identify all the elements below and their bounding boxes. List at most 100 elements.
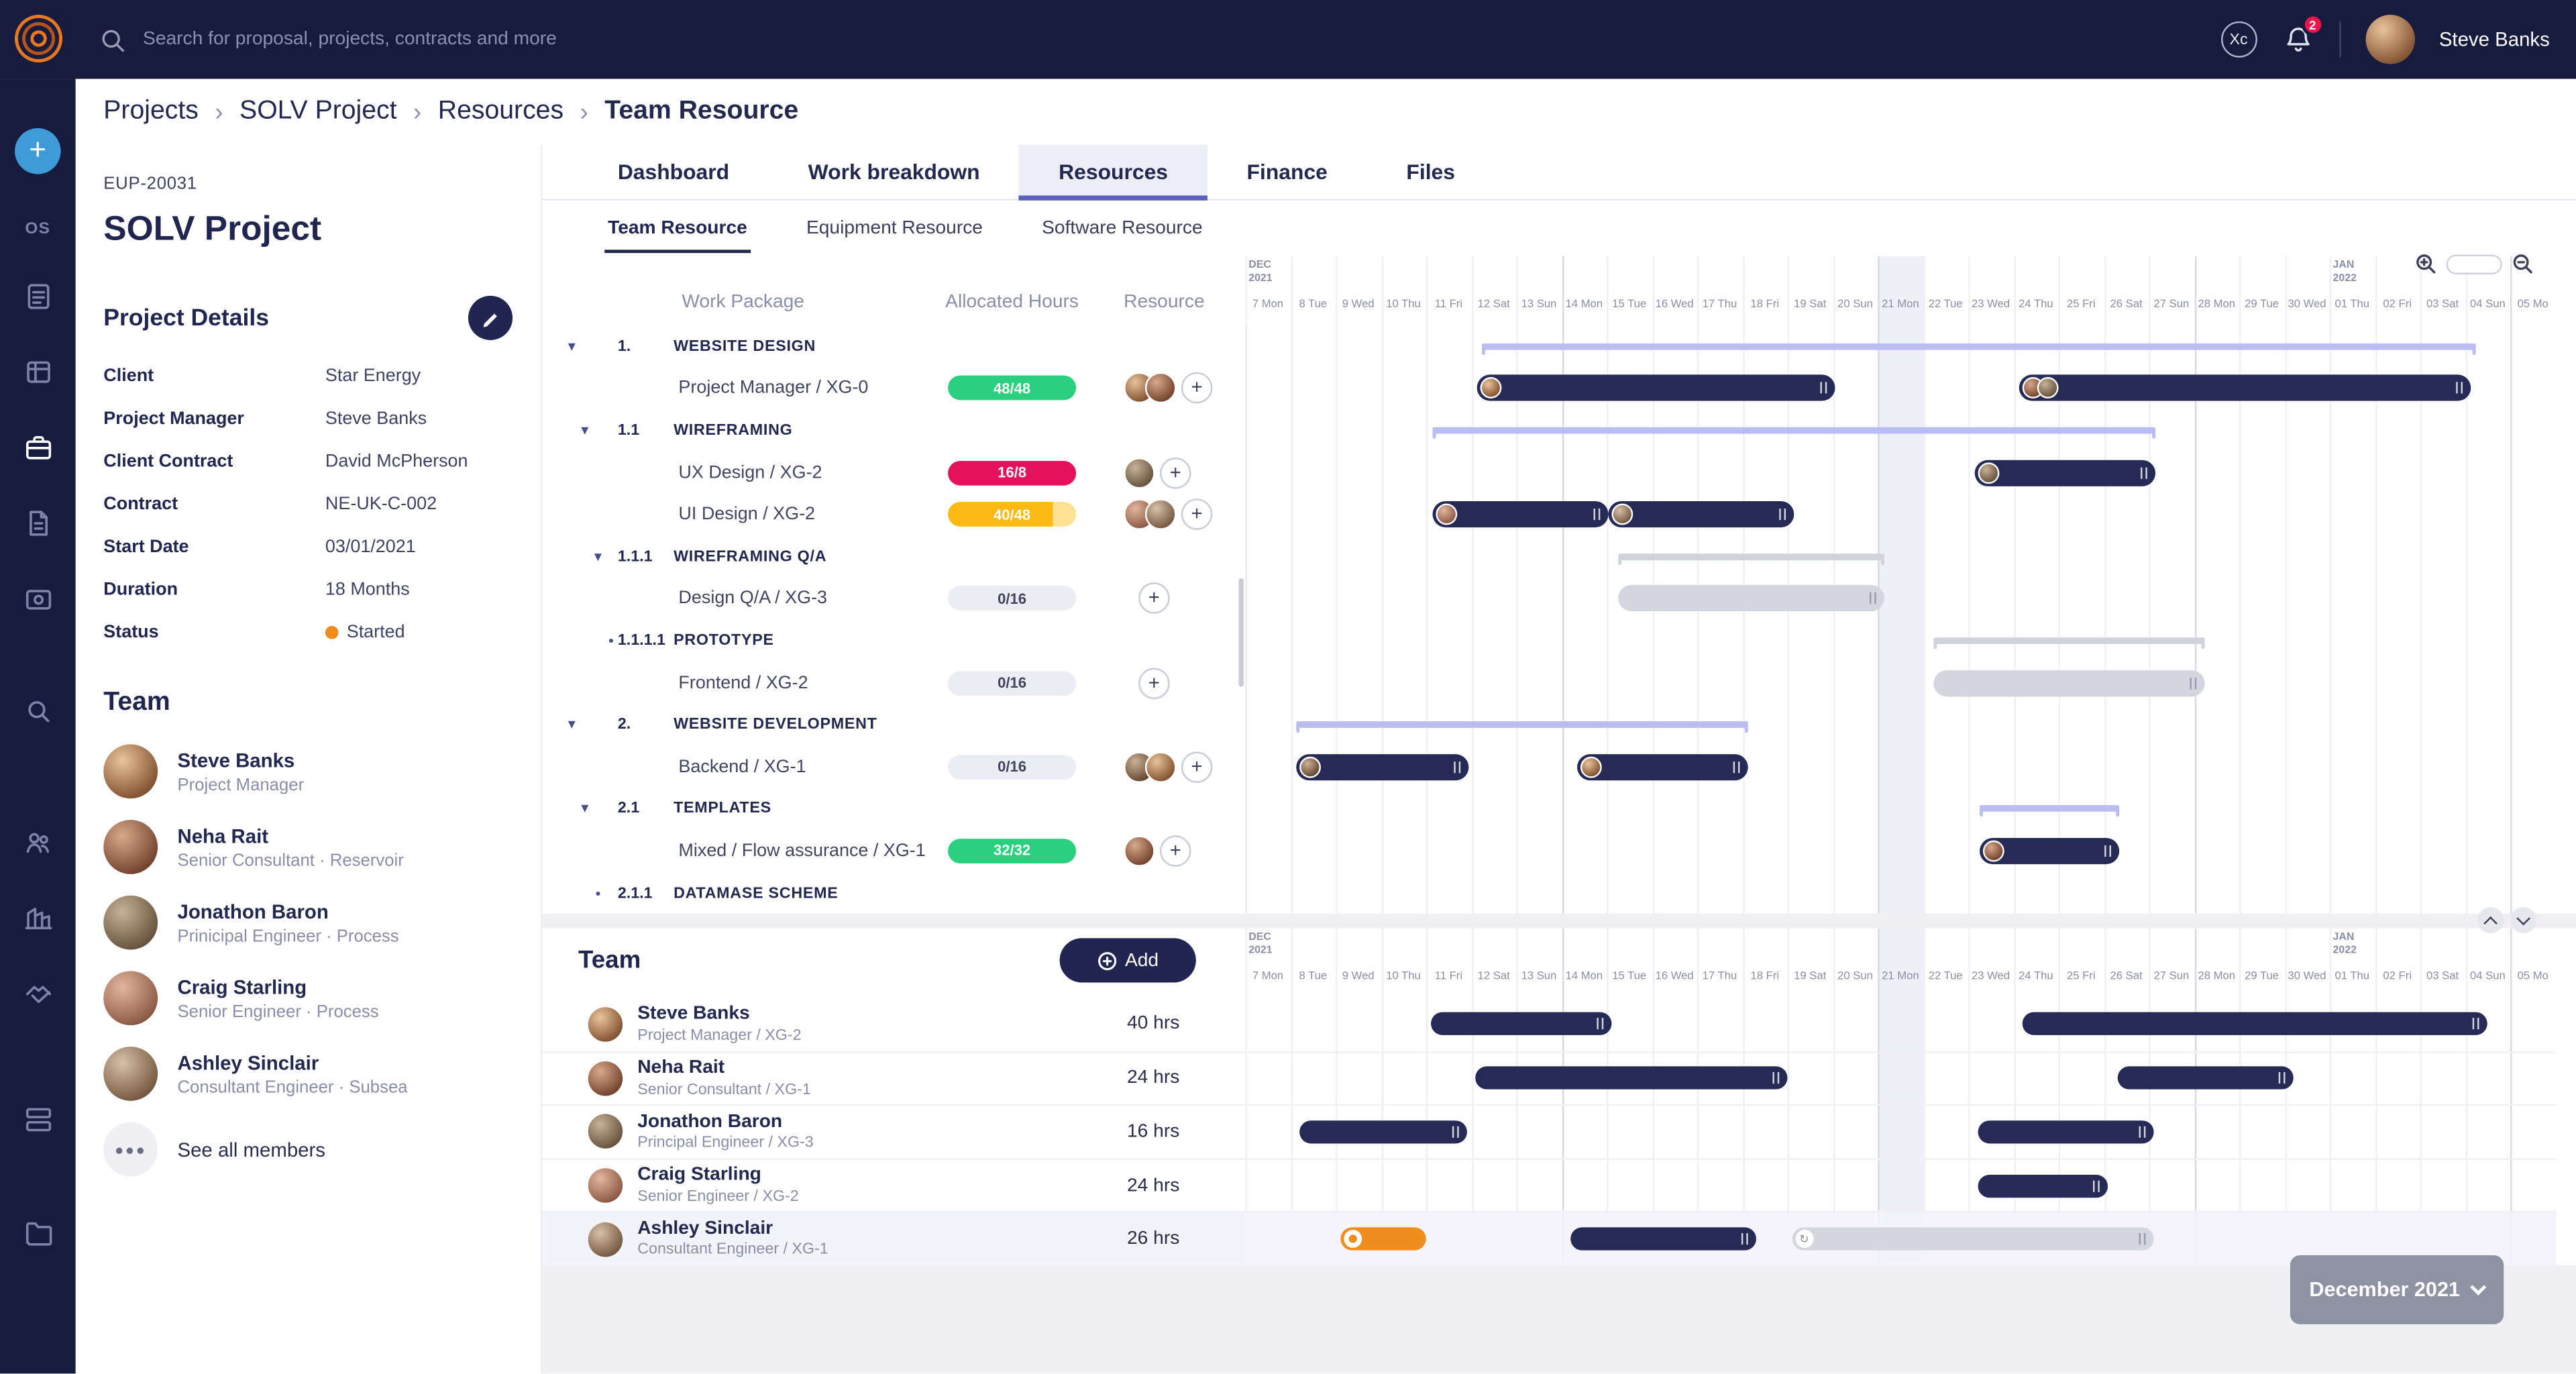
resize-handle[interactable]: [2093, 1179, 2100, 1192]
gantt-bar[interactable]: [1608, 501, 1794, 528]
tab-resources[interactable]: Resources: [1019, 144, 1208, 201]
resize-handle[interactable]: [1819, 382, 1827, 394]
gantt-bar[interactable]: [2117, 1067, 2294, 1090]
scroll-down-button[interactable]: [2510, 906, 2537, 934]
team-member-row[interactable]: Neha Rait Senior Consultant / XG-1 24 hrs: [542, 1051, 1246, 1104]
team-member[interactable]: Craig Starling Senior Engineer · Process: [103, 971, 513, 1026]
bullet-marker[interactable]: •: [595, 884, 601, 902]
resize-handle[interactable]: [2456, 382, 2463, 394]
breadcrumb-item-team-resource[interactable]: Team Resource: [604, 97, 799, 125]
see-all-members[interactable]: ●●● See all members: [103, 1122, 513, 1177]
team-member-row[interactable]: Ashley Sinclair Consultant Engineer / XG-…: [542, 1211, 1246, 1265]
gantt-bar[interactable]: [1432, 427, 2155, 439]
gantt-bar[interactable]: [1477, 375, 1835, 402]
gantt-bar[interactable]: [1296, 753, 1468, 780]
xc-badge[interactable]: Xc: [2220, 21, 2257, 58]
gantt-bar[interactable]: [1576, 753, 1749, 780]
collapse-arrow-icon[interactable]: ▾: [581, 421, 589, 438]
resize-handle[interactable]: [1593, 509, 1601, 521]
team-member-row[interactable]: Steve Banks Project Manager / XG-2 40 hrs: [542, 998, 1245, 1051]
breadcrumb-item-projects[interactable]: Projects: [103, 97, 199, 125]
zoom-slider[interactable]: [2446, 254, 2502, 274]
resize-handle[interactable]: [2138, 1126, 2145, 1138]
gantt-bar[interactable]: [1432, 501, 1609, 528]
month-selector-button[interactable]: December 2021: [2290, 1255, 2504, 1324]
collapse-arrow-icon[interactable]: ▾: [581, 800, 589, 816]
resize-handle[interactable]: [1778, 509, 1786, 521]
resize-handle[interactable]: [1453, 761, 1460, 773]
team-member[interactable]: Jonathon Baron Prinicipal Engineer · Proc…: [103, 895, 513, 950]
sidebar-item-recruitment[interactable]: [13, 695, 62, 729]
subtab-team-resource[interactable]: Team Resource: [578, 202, 777, 254]
team-member[interactable]: Steve Banks Project Manager: [103, 744, 513, 799]
breadcrumb-item-solv-project[interactable]: SOLV Project: [239, 97, 397, 125]
resize-handle[interactable]: [1741, 1233, 1748, 1245]
resize-handle[interactable]: [1869, 592, 1876, 604]
add-resource-button[interactable]: +: [1181, 751, 1213, 783]
add-resource-button[interactable]: +: [1181, 372, 1213, 405]
sidebar-item-files[interactable]: [13, 1216, 62, 1250]
resize-handle[interactable]: [2140, 466, 2147, 478]
user-avatar[interactable]: [2365, 15, 2415, 64]
add-resource-button[interactable]: +: [1159, 835, 1191, 867]
team-member[interactable]: Ashley Sinclair Consultant Engineer · Sub…: [103, 1047, 513, 1101]
collapse-arrow-icon[interactable]: ▾: [568, 715, 576, 733]
gantt-bar[interactable]: [1978, 837, 2119, 864]
gantt-bar[interactable]: [1299, 1120, 1467, 1144]
collapse-arrow-icon[interactable]: ▾: [594, 547, 602, 564]
tab-dashboard[interactable]: Dashboard: [617, 159, 730, 184]
resize-handle[interactable]: [2138, 1233, 2145, 1245]
global-add-button[interactable]: +: [15, 128, 61, 174]
user-name[interactable]: Steve Banks: [2438, 28, 2550, 51]
gantt-bar[interactable]: [1977, 1173, 2108, 1198]
gantt-bar[interactable]: [1617, 585, 1884, 612]
gantt-bar[interactable]: [1617, 553, 1884, 565]
sidebar-item-notes[interactable]: [13, 279, 62, 313]
subtab-software-resource[interactable]: Software Resource: [1042, 217, 1203, 237]
resize-handle[interactable]: [1596, 1018, 1603, 1030]
add-team-member-button[interactable]: Add: [1059, 938, 1196, 983]
bullet-marker[interactable]: •: [608, 632, 614, 649]
gantt-bar[interactable]: [2022, 1012, 2488, 1036]
subtab-equipment-resource[interactable]: Equipment Resource: [806, 217, 983, 237]
sidebar-item-finance[interactable]: [13, 582, 62, 616]
team-member-row[interactable]: Jonathon Baron Principal Engineer / XG-3 1…: [542, 1104, 1246, 1158]
tab-files[interactable]: Files: [1406, 159, 1455, 184]
tab-finance[interactable]: Finance: [1246, 159, 1328, 184]
gantt-bar[interactable]: [2019, 375, 2471, 402]
add-resource-button[interactable]: +: [1181, 498, 1213, 531]
gantt-bar[interactable]: [1977, 1120, 2154, 1144]
add-resource-button[interactable]: +: [1138, 667, 1170, 698]
gantt-bar[interactable]: [1430, 1012, 1611, 1036]
gantt-bar[interactable]: [1933, 637, 2205, 649]
sidebar-item-ledger[interactable]: [13, 355, 62, 389]
resize-handle[interactable]: [2278, 1072, 2286, 1085]
add-resource-button[interactable]: +: [1159, 457, 1191, 488]
search-input[interactable]: [143, 30, 850, 50]
breadcrumb-item-resources[interactable]: Resources: [437, 97, 564, 125]
zoom-out-icon[interactable]: [2512, 253, 2533, 274]
notifications-button[interactable]: 2: [2282, 13, 2324, 56]
gantt-bar[interactable]: [1933, 670, 2205, 696]
add-resource-button[interactable]: +: [1138, 583, 1170, 615]
collapse-arrow-icon[interactable]: ▾: [568, 337, 576, 354]
resize-handle[interactable]: [1772, 1072, 1780, 1085]
resize-handle[interactable]: [2473, 1018, 2480, 1030]
scroll-up-button[interactable]: [2477, 906, 2504, 934]
gantt-bar[interactable]: [1974, 459, 2155, 486]
gantt-bar[interactable]: [1481, 343, 2476, 355]
sidebar-item-org[interactable]: [13, 900, 62, 935]
gantt-bar[interactable]: [1340, 1227, 1426, 1251]
sidebar-item-team[interactable]: [13, 825, 62, 859]
resize-handle[interactable]: [1733, 761, 1741, 773]
gantt-bar[interactable]: [1475, 1067, 1788, 1090]
zoom-in-icon[interactable]: [2415, 253, 2436, 274]
sidebar-item-partners[interactable]: [13, 976, 62, 1010]
gantt-bar[interactable]: ↻: [1792, 1227, 2154, 1251]
gantt-bar[interactable]: [1570, 1227, 1756, 1251]
resize-handle[interactable]: [1452, 1126, 1459, 1138]
gantt-bar[interactable]: [1978, 805, 2120, 817]
gantt-bar[interactable]: [1296, 721, 1749, 733]
resize-handle[interactable]: [2104, 845, 2111, 857]
edit-project-button[interactable]: [468, 295, 513, 340]
